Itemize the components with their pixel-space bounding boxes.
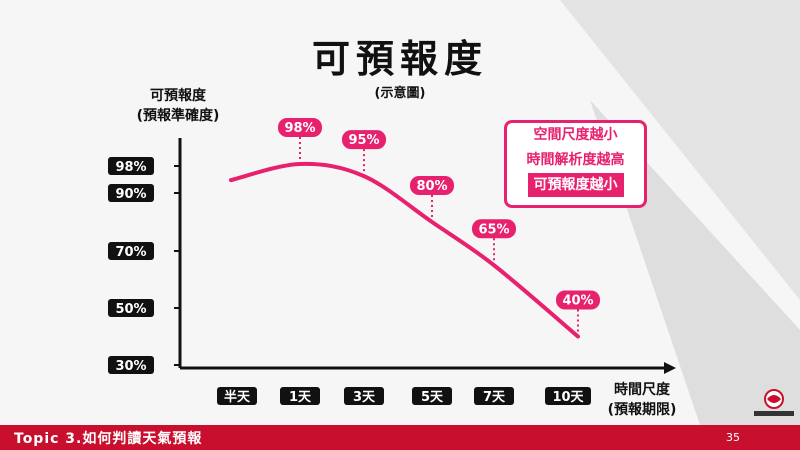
x-tick-label: 7天	[483, 390, 506, 405]
x-tick-label-bg	[280, 387, 320, 405]
x-tick-label-bg	[217, 387, 257, 405]
y-tick-label-bg	[108, 356, 154, 374]
callout-line3: 可預報度越小	[527, 173, 624, 197]
y-axis-label-line2: (預報準確度)	[136, 108, 220, 124]
y-tick-label-bg	[108, 157, 154, 175]
series-line	[229, 161, 580, 339]
y-tick-label: 98%	[115, 160, 146, 175]
footer-bar: Topic 3.如何判讀天氣預報 35	[0, 425, 800, 450]
data-label: 80%	[416, 179, 447, 194]
y-tick-label-bg	[108, 242, 154, 260]
page-title: 可預報度	[311, 37, 488, 81]
data-label-bg	[278, 118, 322, 137]
x-tick-label-bg	[545, 387, 591, 405]
x-tick-label: 半天	[224, 389, 251, 405]
data-label-bg	[556, 290, 600, 310]
x-tick-label: 3天	[353, 390, 376, 405]
page-subtitle: (示意圖)	[374, 86, 426, 101]
y-tick-label: 70%	[115, 245, 146, 260]
logo-icon	[754, 389, 794, 416]
data-label-bg	[472, 219, 516, 239]
footer-topic: Topic 3.如何判讀天氣預報	[14, 431, 203, 447]
callout-box: 空間尺度越小 時間解析度越高 可預報度越小	[504, 120, 647, 208]
x-axis-arrow	[664, 362, 676, 374]
y-tick-label: 90%	[115, 187, 146, 202]
data-label: 65%	[478, 222, 509, 237]
x-tick-label: 5天	[421, 390, 444, 405]
x-tick-label-bg	[474, 387, 514, 405]
x-axis-label-line2: (預報期限)	[607, 402, 677, 418]
y-tick-label: 30%	[115, 359, 146, 374]
page-number: 35	[726, 431, 740, 444]
data-label-bg	[410, 176, 454, 195]
x-axis-label: 時間尺度 (預報期限)	[592, 380, 692, 420]
y-tick-label: 50%	[115, 302, 146, 317]
x-tick-label-bg	[412, 387, 452, 405]
y-tick-label-bg	[108, 184, 154, 202]
x-axis-label-line1: 時間尺度	[614, 382, 670, 398]
x-tick-label: 1天	[289, 390, 312, 405]
y-axis-label: 可預報度 (預報準確度)	[118, 86, 238, 126]
y-tick-label-bg	[108, 299, 154, 317]
x-tick-label-bg	[344, 387, 384, 405]
callout-line2: 時間解析度越高	[526, 152, 625, 168]
x-tick-label: 10天	[552, 390, 584, 405]
data-label: 98%	[284, 121, 315, 136]
callout-line1: 空間尺度越小	[533, 127, 618, 143]
data-label: 95%	[348, 133, 379, 148]
data-label: 40%	[562, 294, 593, 309]
data-label-bg	[342, 130, 386, 150]
y-axis-label-line1: 可預報度	[150, 88, 206, 104]
